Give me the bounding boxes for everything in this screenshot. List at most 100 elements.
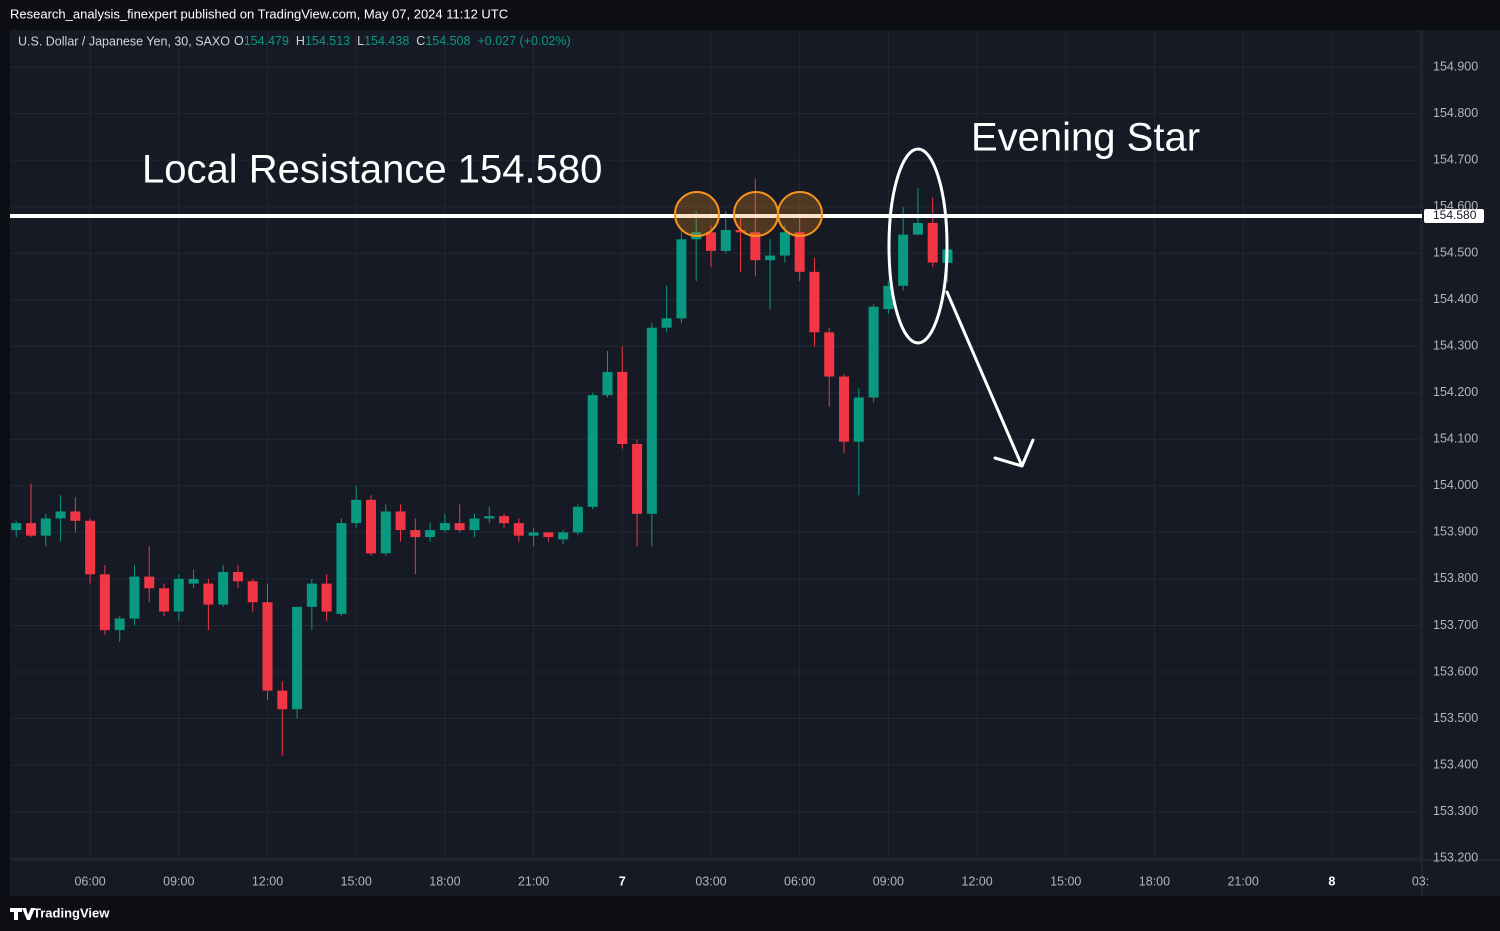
- y-tick-label: 153.900: [1433, 525, 1478, 539]
- candle-body: [173, 578, 184, 612]
- x-tick-label: 06:00: [74, 874, 105, 888]
- ohlc-value: 154.438: [364, 34, 409, 48]
- candle-body: [439, 523, 450, 531]
- candle-body: [262, 602, 273, 691]
- x-tick-label: 12:00: [252, 874, 283, 888]
- candle-body: [898, 234, 909, 286]
- candle-body: [395, 511, 406, 531]
- candle-body: [735, 229, 746, 233]
- y-tick-label: 154.900: [1433, 59, 1478, 73]
- candle-body: [632, 444, 643, 514]
- ohlc-value: 154.508: [425, 34, 470, 48]
- candle-body: [809, 271, 820, 333]
- candle-body: [912, 222, 923, 235]
- ohlc-value: 154.513: [305, 34, 350, 48]
- candle-body: [705, 232, 716, 251]
- candle-body: [750, 232, 761, 261]
- candle-body: [617, 371, 628, 445]
- candle-body: [144, 576, 155, 589]
- candle-body: [247, 581, 258, 603]
- y-tick-label: 153.600: [1433, 664, 1478, 678]
- x-tick-label: 03:00: [695, 874, 726, 888]
- price-label-box: [1424, 209, 1484, 223]
- highlight-circle: [733, 191, 779, 237]
- y-tick-label: 154.800: [1433, 106, 1478, 120]
- candle-body: [794, 232, 805, 272]
- candle-body: [883, 285, 894, 310]
- highlight-circle: [777, 191, 823, 237]
- candle-body: [853, 397, 864, 442]
- candle-body: [188, 578, 199, 584]
- footer-brand: TradingView: [33, 905, 110, 920]
- candle-body: [306, 583, 317, 607]
- candle-body: [218, 571, 229, 605]
- candle-body: [528, 532, 539, 536]
- candle-body: [558, 532, 569, 540]
- x-tick-label: 15:00: [1050, 874, 1081, 888]
- candle-body: [543, 532, 554, 538]
- y-tick-label: 154.400: [1433, 292, 1478, 306]
- candle-body: [277, 690, 288, 710]
- y-tick-label: 154.100: [1433, 432, 1478, 446]
- symbol: U.S. Dollar / Japanese Yen, 30, SAXO: [18, 34, 230, 48]
- y-tick-label: 153.500: [1433, 711, 1478, 725]
- candle-body: [602, 371, 613, 396]
- grid: [10, 30, 1422, 860]
- x-tick-label: 18:00: [1139, 874, 1170, 888]
- y-tick-label: 153.800: [1433, 571, 1478, 585]
- candle-body: [779, 232, 790, 256]
- x-tick-label: 21:00: [1227, 874, 1258, 888]
- candle-body: [454, 523, 465, 531]
- candle-body: [765, 255, 776, 261]
- candle-body: [203, 583, 214, 605]
- pattern-ellipse: [887, 147, 949, 345]
- candle-body: [484, 516, 495, 519]
- y-tick-label: 154.500: [1433, 246, 1478, 260]
- y-tick-label: 153.200: [1433, 850, 1478, 864]
- overlay: 154.580: [10, 208, 1484, 223]
- candle-body: [839, 376, 850, 442]
- candle-body: [85, 520, 96, 575]
- y-tick-label: 153.700: [1433, 618, 1478, 632]
- candle-body: [927, 222, 938, 263]
- candle-body: [868, 306, 879, 398]
- candle-body: [425, 530, 436, 538]
- highlight-circle: [674, 191, 720, 237]
- candle-body: [587, 395, 598, 507]
- candle-body: [292, 606, 303, 710]
- y-tick-label: 154.700: [1433, 152, 1478, 166]
- x-tick-label: 21:00: [518, 874, 549, 888]
- x-tick-label: 03:: [1412, 874, 1429, 888]
- x-tick-label: 06:00: [784, 874, 815, 888]
- ohlc-label: L: [357, 34, 364, 48]
- candle-body: [469, 518, 480, 531]
- candle-body: [380, 511, 391, 554]
- chart-pane: [10, 30, 1500, 896]
- candle-body: [232, 571, 243, 582]
- candle-body: [321, 583, 332, 612]
- logo: [10, 908, 35, 920]
- candles: [11, 178, 953, 756]
- x-tick-label: 09:00: [873, 874, 904, 888]
- annotation: Evening Star: [971, 116, 1200, 160]
- y-tick-label: 153.400: [1433, 757, 1478, 771]
- candle-body: [351, 499, 362, 524]
- arrow: [945, 290, 1035, 468]
- candle-body: [70, 511, 81, 521]
- candle-body: [513, 523, 524, 536]
- candle-body: [646, 327, 657, 514]
- candle-body: [336, 523, 347, 614]
- candle-body: [410, 530, 421, 538]
- y-tick-label: 154.000: [1433, 478, 1478, 492]
- ohlc-label: C: [416, 34, 425, 48]
- y-tick-label: 154.200: [1433, 385, 1478, 399]
- candle-body: [55, 511, 66, 519]
- candle-body: [499, 516, 510, 524]
- candle-body: [25, 523, 36, 536]
- candle-body: [159, 588, 170, 612]
- x-tick-label: 12:00: [961, 874, 992, 888]
- candle-body: [365, 499, 376, 554]
- y-tick-label: 154.600: [1433, 199, 1478, 213]
